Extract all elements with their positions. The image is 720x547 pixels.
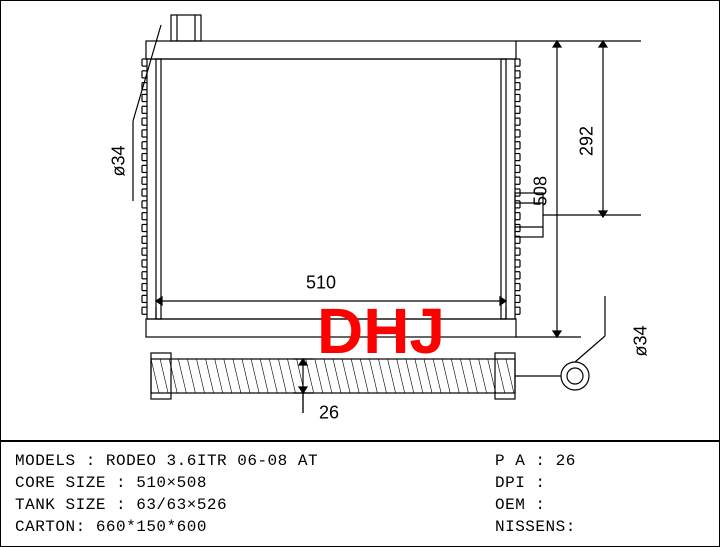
dim-26: 26: [319, 403, 339, 424]
spec-tank-value: 63/63×526: [136, 496, 227, 514]
dim-510: 510: [306, 273, 336, 294]
dim-dia34-right: ø34: [631, 325, 652, 356]
technical-drawing: [1, 1, 720, 441]
spec-dpi-label: DPI :: [495, 474, 546, 492]
dim-292: 292: [577, 126, 598, 156]
spec-nissens-label: NISSENS:: [495, 518, 576, 536]
spec-core: CORE SIZE : 510×508: [15, 474, 495, 492]
spec-tank: TANK SIZE : 63/63×526: [15, 496, 495, 514]
spec-pa: P A : 26: [495, 452, 707, 470]
spec-carton-value: 660*150*600: [96, 518, 207, 536]
spec-carton-label: CARTON:: [15, 518, 96, 536]
spec-pa-value: 26: [556, 452, 576, 470]
spec-oem-label: OEM :: [495, 496, 546, 514]
spec-models: MODELS : RODEO 3.6ITR 06-08 AT: [15, 452, 495, 470]
diagram-area: 510 508 292 ø34 ø34 26 DHJ: [1, 1, 720, 441]
spec-carton: CARTON: 660*150*600: [15, 518, 495, 536]
page: 510 508 292 ø34 ø34 26 DHJ MODELS : RODE…: [0, 0, 720, 547]
spec-col-left: MODELS : RODEO 3.6ITR 06-08 AT CORE SIZE…: [15, 450, 495, 538]
spec-models-label: MODELS :: [15, 452, 106, 470]
dim-508: 508: [531, 176, 552, 206]
spec-models-value: RODEO 3.6ITR 06-08 AT: [106, 452, 318, 470]
spec-dpi: DPI :: [495, 474, 707, 492]
spec-tank-label: TANK SIZE :: [15, 496, 136, 514]
spec-nissens: NISSENS:: [495, 518, 707, 536]
spec-col-right: P A : 26 DPI : OEM : NISSENS:: [495, 450, 707, 538]
spec-block: MODELS : RODEO 3.6ITR 06-08 AT CORE SIZE…: [1, 440, 720, 546]
spec-oem: OEM :: [495, 496, 707, 514]
spec-core-label: CORE SIZE :: [15, 474, 136, 492]
spec-pa-label: P A :: [495, 452, 556, 470]
dim-dia34-left: ø34: [109, 145, 130, 176]
spec-core-value: 510×508: [136, 474, 207, 492]
